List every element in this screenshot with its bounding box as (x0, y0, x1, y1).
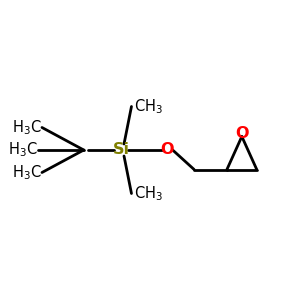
Text: Si: Si (112, 142, 130, 158)
Text: $\mathsf{H_3C}$: $\mathsf{H_3C}$ (12, 163, 42, 182)
Text: $\mathsf{H_3C}$: $\mathsf{H_3C}$ (12, 118, 42, 137)
Text: $\mathsf{CH_3}$: $\mathsf{CH_3}$ (134, 97, 164, 116)
Text: $\mathsf{H_3C}$: $\mathsf{H_3C}$ (8, 141, 38, 159)
Text: O: O (160, 142, 174, 158)
Text: O: O (235, 126, 249, 141)
Text: $\mathsf{CH_3}$: $\mathsf{CH_3}$ (134, 184, 164, 203)
